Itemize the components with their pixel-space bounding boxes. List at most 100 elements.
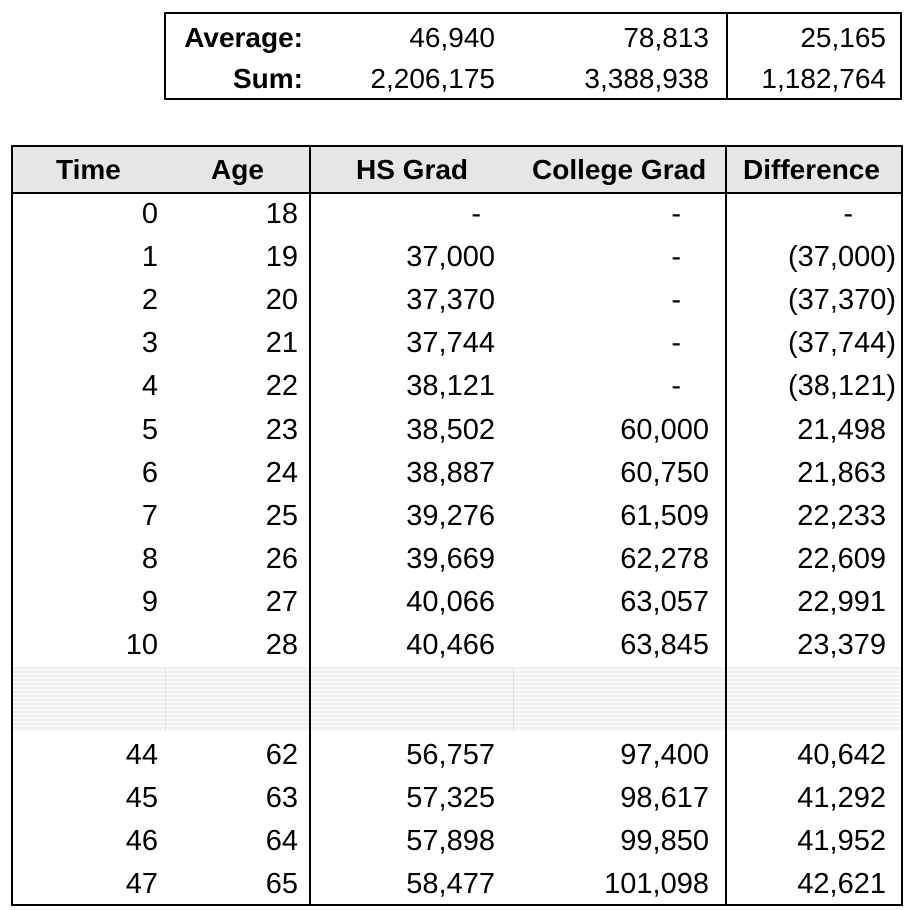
cell-age: 19 bbox=[265, 241, 298, 274]
sum-label: Sum: bbox=[233, 63, 303, 94]
cell-time: 45 bbox=[125, 782, 158, 815]
sum-hs-value: 2,206,175 bbox=[370, 63, 495, 94]
summary-row-average: Average: 46,940 78,813 25,165 bbox=[166, 16, 900, 59]
cell-college-grad: 99,850 bbox=[620, 825, 709, 858]
cell-hs-grad: 40,466 bbox=[406, 629, 495, 661]
cell-college-grad: - bbox=[671, 198, 681, 230]
table-row: 47 65 58,477 101,098 42,621 bbox=[13, 863, 901, 906]
cell-time: 44 bbox=[125, 739, 158, 771]
cell-college-grad: 98,617 bbox=[620, 782, 709, 815]
cell-difference: - bbox=[843, 198, 853, 230]
cell-college-grad: - bbox=[671, 327, 681, 360]
cell-difference: (38,121) bbox=[787, 370, 896, 403]
cell-difference: (37,370) bbox=[787, 284, 896, 317]
cell-college-grad: 101,098 bbox=[604, 868, 709, 901]
cell-time: 47 bbox=[125, 868, 158, 901]
cell-time: 1 bbox=[141, 241, 158, 274]
table-row: 46 64 57,898 99,850 41,952 bbox=[13, 820, 901, 863]
header-hs-grad: HS Grad bbox=[356, 154, 469, 185]
cell-age: 25 bbox=[265, 499, 298, 532]
cell-age: 26 bbox=[265, 542, 298, 575]
cell-hs-grad: 37,744 bbox=[406, 327, 495, 360]
cell-time: 10 bbox=[125, 629, 158, 661]
cell-college-grad: - bbox=[671, 370, 681, 403]
cell-time: 9 bbox=[141, 585, 158, 618]
table-row: 7 25 39,276 61,509 22,233 bbox=[13, 495, 901, 538]
table-header: Time Age HS Grad College Grad Difference bbox=[13, 147, 901, 194]
sum-difference-value: 1,182,764 bbox=[761, 63, 886, 94]
cell-difference: 42,621 bbox=[797, 868, 886, 901]
cell-hs-grad: 37,370 bbox=[406, 284, 495, 317]
cell-hs-grad: 57,898 bbox=[406, 825, 495, 858]
cell-age: 28 bbox=[265, 629, 298, 661]
cell-age: 21 bbox=[265, 327, 298, 360]
cell-age: 65 bbox=[265, 868, 298, 901]
average-difference-value: 25,165 bbox=[800, 22, 886, 53]
cell-age: 64 bbox=[265, 825, 298, 858]
cell-difference: 22,609 bbox=[797, 542, 886, 575]
cell-college-grad: 62,278 bbox=[620, 542, 709, 575]
table-row: 9 27 40,066 63,057 22,991 bbox=[13, 581, 901, 624]
cell-difference: 41,292 bbox=[797, 782, 886, 815]
cell-age: 63 bbox=[265, 782, 298, 815]
cell-hs-grad: 56,757 bbox=[406, 739, 495, 771]
summary-divider bbox=[726, 14, 728, 98]
table-row: 5 23 38,502 60,000 21,498 bbox=[13, 409, 901, 452]
cell-difference: (37,744) bbox=[787, 327, 896, 360]
cell-age: 23 bbox=[265, 413, 298, 446]
header-age: Age bbox=[211, 154, 264, 185]
average-hs-value: 46,940 bbox=[409, 22, 495, 53]
cell-age: 62 bbox=[265, 739, 298, 771]
cell-difference: 22,233 bbox=[797, 499, 886, 532]
table-row: 10 28 40,466 63,845 23,379 bbox=[13, 624, 901, 667]
header-college-grad: College Grad bbox=[532, 154, 707, 185]
sum-college-value: 3,388,938 bbox=[584, 63, 709, 94]
cell-time: 6 bbox=[141, 456, 158, 489]
cell-age: 27 bbox=[265, 585, 298, 618]
cell-age: 24 bbox=[265, 456, 298, 489]
cell-college-grad: 97,400 bbox=[620, 739, 709, 771]
table-row: 2 20 37,370 - (37,370) bbox=[13, 279, 901, 322]
cell-college-grad: 63,845 bbox=[620, 629, 709, 661]
table-row: 44 62 56,757 97,400 40,642 bbox=[13, 734, 901, 777]
table-row: 45 63 57,325 98,617 41,292 bbox=[13, 777, 901, 820]
cell-difference: 41,952 bbox=[797, 825, 886, 858]
average-label: Average: bbox=[184, 22, 303, 53]
cell-difference: (37,000) bbox=[787, 241, 896, 274]
cell-age: 18 bbox=[265, 198, 298, 230]
hidden-rows-gap bbox=[13, 667, 901, 731]
average-college-value: 78,813 bbox=[623, 22, 709, 53]
cell-college-grad: 60,000 bbox=[620, 413, 709, 446]
cell-college-grad: 61,509 bbox=[620, 499, 709, 532]
table-row: 3 21 37,744 - (37,744) bbox=[13, 322, 901, 365]
header-time: Time bbox=[56, 154, 121, 185]
cell-hs-grad: 39,669 bbox=[406, 542, 495, 575]
cell-hs-grad: 57,325 bbox=[406, 782, 495, 815]
cell-college-grad: 63,057 bbox=[620, 585, 709, 618]
cell-difference: 40,642 bbox=[797, 739, 886, 771]
summary-table: Average: 46,940 78,813 25,165 Sum: 2,206… bbox=[164, 12, 902, 100]
table-row: 8 26 39,669 62,278 22,609 bbox=[13, 538, 901, 581]
cell-college-grad: - bbox=[671, 284, 681, 317]
cell-time: 2 bbox=[141, 284, 158, 317]
cell-time: 4 bbox=[141, 370, 158, 403]
cell-hs-grad: 38,502 bbox=[406, 413, 495, 446]
cell-difference: 22,991 bbox=[797, 585, 886, 618]
cell-hs-grad: 40,066 bbox=[406, 585, 495, 618]
cell-time: 5 bbox=[141, 413, 158, 446]
cell-difference: 21,863 bbox=[797, 456, 886, 489]
cell-time: 8 bbox=[141, 542, 158, 575]
cell-difference: 21,498 bbox=[797, 413, 886, 446]
cell-age: 20 bbox=[265, 284, 298, 317]
column-divider-right bbox=[725, 147, 727, 904]
cell-hs-grad: 37,000 bbox=[406, 241, 495, 274]
cell-hs-grad: 38,121 bbox=[406, 370, 495, 403]
cell-time: 0 bbox=[141, 198, 158, 230]
earnings-table: Time Age HS Grad College Grad Difference… bbox=[11, 145, 903, 906]
table-row: 6 24 38,887 60,750 21,863 bbox=[13, 452, 901, 495]
column-divider-left bbox=[309, 147, 311, 904]
table-row: 1 19 37,000 - (37,000) bbox=[13, 236, 901, 279]
cell-time: 7 bbox=[141, 499, 158, 532]
summary-row-sum: Sum: 2,206,175 3,388,938 1,182,764 bbox=[166, 57, 900, 100]
cell-hs-grad: 39,276 bbox=[406, 499, 495, 532]
